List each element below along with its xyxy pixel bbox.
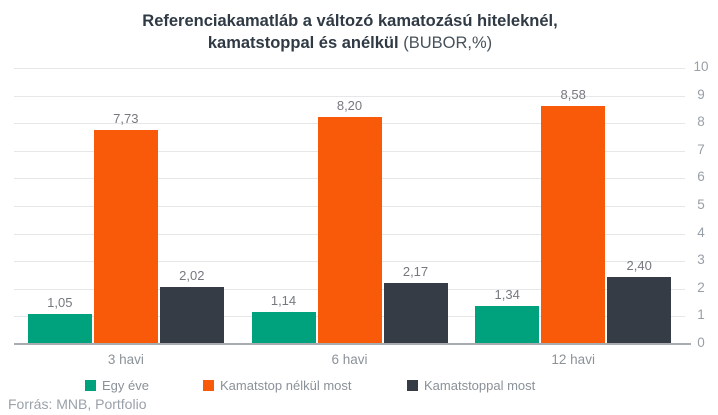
x-axis-category-label: 6 havi	[331, 352, 368, 367]
legend-label: Kamatstoppal most	[424, 378, 536, 393]
y-axis-tick-label: 5	[697, 197, 705, 212]
legend-item: Kamatstoppal most	[407, 378, 535, 393]
chart-title-line2-bold: kamatstoppal és anélkül	[207, 34, 399, 52]
bar-value-label: 2,17	[402, 264, 429, 280]
legend-label: Kamatstop nélkül most	[220, 378, 352, 393]
bar: 1,34	[475, 287, 540, 343]
chart-title-line1: Referenciakamatláb a változó kamatozású …	[142, 12, 558, 30]
y-axis-tick-label: 10	[693, 59, 709, 74]
bar-group-6-havi: 1,14 8,20 2,17	[238, 67, 462, 343]
bar-group-12-havi: 1,34 8,58 2,40	[461, 67, 685, 343]
x-axis-line	[14, 343, 691, 345]
bar-value-label: 1,05	[47, 295, 73, 311]
bar-groups: 1,05 7,73 2,02 1,14 8,20 2,17 1,34 8,58 2,40	[14, 67, 685, 343]
x-axis-category-label: 12 havi	[551, 352, 595, 367]
source-note: Forrás: MNB, Portfolio	[8, 396, 147, 412]
legend-swatch-icon	[85, 380, 96, 391]
bar-value-label: 8,58	[560, 87, 586, 103]
gridline	[14, 95, 685, 97]
y-axis-tick-label: 1	[697, 307, 705, 323]
x-axis-category-label: 3 havi	[107, 352, 144, 367]
legend-item: Kamatstop nélkül most	[203, 378, 352, 393]
bar: 8,58	[541, 87, 606, 343]
y-axis-tick-label: 4	[697, 224, 705, 240]
bar-value-label: 2,40	[626, 257, 652, 273]
bar-group-3-havi: 1,05 7,73 2,02	[14, 67, 238, 343]
gridline	[14, 68, 685, 69]
legend-item: Egy éve	[85, 378, 149, 393]
bar-value-label: 8,20	[336, 97, 363, 113]
chart-title: Referenciakamatláb a változó kamatozású …	[0, 10, 700, 54]
plot-area: 1,05 7,73 2,02 1,14 8,20 2,17 1,34 8,58 2,40	[14, 67, 691, 345]
bar: 1,14	[251, 293, 316, 343]
y-axis-tick-label: 8	[697, 114, 705, 130]
chart-title-line2: kamatstoppal és anélkül (BUBOR,%)	[0, 32, 700, 54]
y-axis-tick-label: 7	[697, 141, 705, 157]
bar-value-label: 2,02	[179, 268, 205, 284]
bar: 1,05	[27, 295, 92, 343]
bar-value-label: 1,14	[270, 292, 297, 308]
legend-label: Egy éve	[102, 378, 149, 393]
bar-value-label: 1,34	[494, 287, 520, 303]
x-axis-labels: 3 havi 6 havi 12 havi	[14, 352, 685, 367]
y-axis-tick-label: 9	[697, 86, 705, 102]
legend-swatch-icon	[203, 380, 214, 391]
y-axis-tick-label: 2	[697, 279, 705, 295]
bar-value-label: 7,73	[113, 110, 139, 126]
legend-swatch-icon	[407, 380, 418, 391]
y-axis-tick-label: 6	[697, 169, 705, 185]
y-axis-tick-label: 3	[697, 252, 705, 268]
y-axis-tick-label: 0	[697, 335, 705, 350]
bar: 8,20	[317, 98, 382, 343]
bar: 2,17	[383, 264, 448, 343]
bar: 2,02	[159, 268, 224, 343]
bar: 7,73	[93, 111, 158, 343]
bar: 2,40	[607, 258, 672, 343]
chart-title-line2-unit: (BUBOR,%)	[403, 34, 493, 52]
